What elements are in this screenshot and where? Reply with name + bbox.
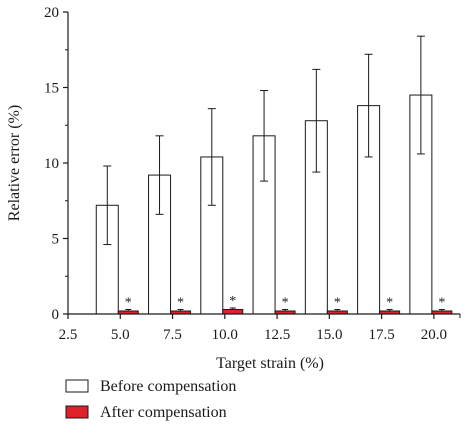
y-tick-label-20: 20 — [44, 5, 59, 21]
significance-star-7.5: * — [177, 295, 184, 310]
x-tick-label-12.5: 12.5 — [264, 327, 290, 343]
significance-star-10.0: * — [229, 294, 236, 309]
x-tick-label-17.5: 17.5 — [368, 327, 394, 343]
x-tick-label-2.5: 2.5 — [59, 327, 78, 343]
significance-star-20.0: * — [438, 295, 445, 310]
axes: 0 5 10 15 20 2.5 5.0 7.5 10.0 12.5 15.0 17.5 20.0 Tar… — [6, 5, 461, 372]
x-tick-label-10.0: 10.0 — [212, 327, 238, 343]
significance-star-15.0: * — [334, 295, 341, 310]
significance-star-12.5: * — [282, 295, 289, 310]
plot-area: * * * * * * * — [95, 35, 453, 315]
y-tick-label-10: 10 — [44, 156, 59, 172]
legend-label-after: After compensation — [100, 404, 227, 421]
legend: Before compensation After compensation — [65, 378, 236, 421]
legend-swatch-after — [65, 405, 89, 419]
y-tick-label-15: 15 — [44, 81, 59, 97]
significance-star-5.0: * — [125, 295, 132, 310]
x-tick-label-15.0: 15.0 — [316, 327, 342, 343]
y-tick-label-0: 0 — [52, 307, 60, 323]
x-tick-label-7.5: 7.5 — [163, 327, 182, 343]
y-axis-title: Relative error (%) — [6, 105, 23, 221]
significance-star-17.5: * — [386, 295, 393, 310]
bar-after-10.0 — [222, 308, 244, 315]
y-tick-label-5: 5 — [52, 232, 60, 248]
x-tick-label-5.0: 5.0 — [111, 327, 130, 343]
legend-swatch-before — [65, 379, 89, 393]
x-axis-title: Target strain (%) — [216, 355, 324, 372]
x-tick-label-20.0: 20.0 — [421, 327, 447, 343]
legend-label-before: Before compensation — [100, 378, 236, 395]
